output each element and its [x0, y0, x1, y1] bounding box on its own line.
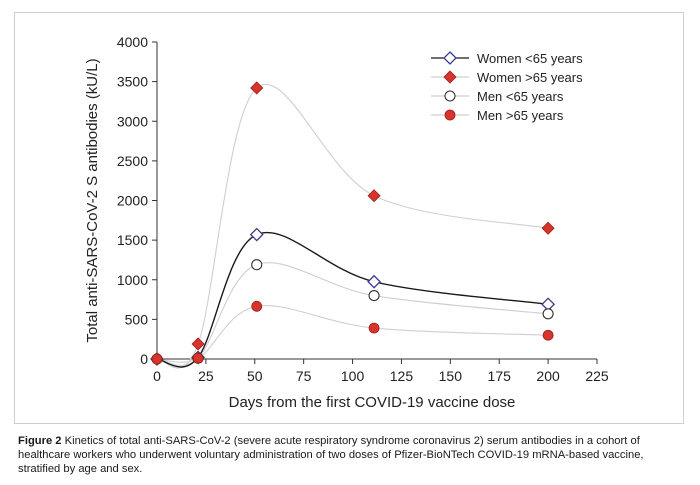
axes: 0 500 1000 1500 2000 2500 3000 3500 4000 0 25 50 75 1…	[117, 34, 609, 384]
x-axis-label: Days from the first COVID-19 vaccine dos…	[229, 394, 516, 411]
y-tick-label: 0	[140, 351, 148, 367]
caption-label: Figure 2	[18, 435, 62, 447]
data-markers	[150, 81, 556, 366]
x-tick-label: 150	[439, 368, 463, 384]
y-tick-label: 4000	[117, 34, 148, 50]
legend: Women <65 years Women >65 years Men <65 ye…	[431, 51, 583, 123]
data-point	[191, 337, 205, 351]
data-point	[250, 81, 264, 95]
legend-label: Men <65 years	[477, 89, 564, 104]
data-point	[368, 322, 380, 334]
data-point	[192, 352, 204, 364]
x-tick-label: 75	[296, 368, 312, 384]
legend-marker	[443, 70, 457, 84]
legend-label: Women >65 years	[477, 70, 583, 85]
data-point	[249, 227, 264, 242]
legend-label: Women <65 years	[477, 51, 583, 66]
data-point	[541, 221, 555, 235]
legend-marker	[443, 51, 457, 65]
x-tick-label: 225	[585, 368, 609, 384]
data-point	[368, 290, 380, 302]
y-tick-label: 1000	[117, 272, 148, 288]
data-point	[367, 274, 381, 289]
x-tick-label: 100	[341, 368, 365, 384]
x-tick-label: 0	[153, 368, 161, 384]
chart: 0 500 1000 1500 2000 2500 3000 3500 4000 0 25 50 75 1…	[84, 34, 609, 411]
x-tick-label: 25	[198, 368, 214, 384]
y-tick-label: 2000	[117, 193, 148, 209]
legend-marker	[444, 90, 456, 102]
y-axis-label: Total anti-SARS-CoV-2 S antibodies (kU/L…	[84, 58, 101, 342]
data-point	[542, 329, 554, 341]
y-tick-label: 1500	[117, 232, 148, 248]
y-tick-label: 2500	[117, 153, 148, 169]
data-point	[151, 353, 163, 365]
y-tick-label: 3000	[117, 113, 148, 129]
x-tick-label: 50	[247, 368, 263, 384]
x-tick-label: 125	[390, 368, 414, 384]
caption-text: Kinetics of total anti-SARS-CoV-2 (sever…	[18, 435, 644, 475]
y-tick-label: 500	[125, 311, 149, 327]
data-point	[542, 308, 554, 320]
figure-caption: Figure 2 Kinetics of total anti-SARS-CoV…	[18, 434, 686, 476]
data-point	[251, 259, 263, 271]
x-tick-label: 175	[488, 368, 512, 384]
y-tick-label: 3500	[117, 74, 148, 90]
data-point	[367, 189, 381, 203]
trend-curves	[156, 84, 549, 369]
legend-label: Men >65 years	[477, 108, 564, 123]
legend-marker	[444, 109, 456, 121]
x-tick-label: 200	[536, 368, 560, 384]
chart-frame: 0 500 1000 1500 2000 2500 3000 3500 4000 0 25 50 75 1…	[14, 12, 684, 424]
data-point	[251, 300, 263, 312]
